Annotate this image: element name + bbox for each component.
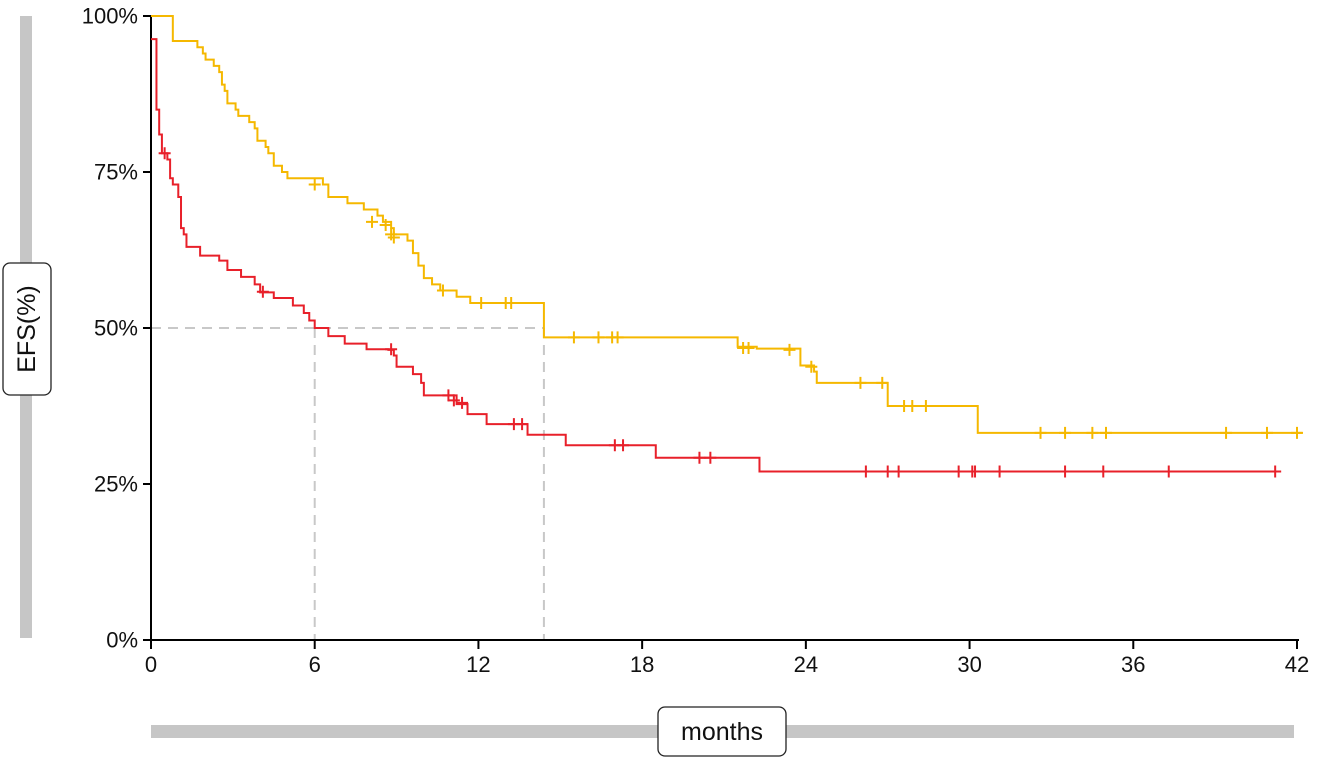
- censor-mark: [387, 231, 400, 244]
- censor-mark: [1260, 426, 1273, 439]
- y-tick-label: 50%: [94, 316, 138, 341]
- x-tick-label: 12: [466, 652, 490, 677]
- y-tick-label: 75%: [94, 160, 138, 185]
- series-line: [151, 15, 1303, 434]
- censor-mark: [1269, 465, 1282, 478]
- censor-mark: [567, 331, 580, 344]
- censor-mark: [447, 394, 460, 407]
- x-tick-label: 42: [1285, 652, 1309, 677]
- censor-mark: [854, 376, 867, 389]
- x-tick-label: 6: [309, 652, 321, 677]
- censor-mark: [693, 451, 706, 464]
- censor-mark: [436, 284, 449, 297]
- censor-mark: [256, 285, 269, 298]
- censor-mark: [1097, 465, 1110, 478]
- censor-mark: [456, 396, 469, 409]
- censor-mark: [1059, 465, 1072, 478]
- censor-mark: [859, 465, 872, 478]
- censor-mark: [783, 343, 796, 356]
- censor-mark: [919, 400, 932, 412]
- censor-mark: [1100, 426, 1112, 439]
- censor-mark: [385, 343, 398, 356]
- series-layer: [151, 15, 1303, 478]
- censor-mark: [592, 331, 605, 344]
- censor-mark: [805, 360, 818, 373]
- censor-mark: [611, 331, 624, 344]
- censor-mark: [906, 400, 919, 412]
- censor-mark: [1034, 426, 1047, 439]
- series-2: [151, 38, 1282, 478]
- censor-mark: [475, 297, 488, 310]
- censor-mark: [308, 178, 321, 191]
- x-tick-label: 24: [794, 652, 818, 677]
- censor-mark: [1086, 426, 1099, 439]
- censor-mark: [1220, 426, 1233, 439]
- censor-mark: [379, 219, 392, 232]
- y-axis-label: EFS(%): [13, 285, 41, 373]
- censor-mark: [742, 341, 755, 354]
- x-axis-title: months: [657, 706, 787, 757]
- censor-mark: [704, 451, 717, 464]
- censor-mark: [881, 465, 894, 478]
- censor-mark: [1291, 426, 1303, 439]
- series-1: [151, 15, 1303, 439]
- censor-mark: [952, 465, 965, 478]
- x-tick-label: 30: [957, 652, 981, 677]
- x-axis-label: months: [681, 718, 763, 746]
- x-tick-label: 0: [145, 652, 157, 677]
- y-tick-label: 25%: [94, 472, 138, 497]
- censor-mark: [892, 465, 905, 478]
- axes: 0% 25% 50% 75% 100% 0 6 12 18 24 30 36 42: [82, 4, 1310, 678]
- censor-mark: [366, 215, 379, 228]
- y-axis-title: EFS(%): [2, 262, 52, 396]
- censor-mark: [505, 297, 518, 310]
- censor-mark: [1059, 426, 1072, 439]
- x-tick-label: 36: [1121, 652, 1145, 677]
- censor-mark: [516, 418, 529, 431]
- censor-mark: [385, 228, 398, 241]
- censor-mark: [1162, 465, 1175, 478]
- censor-mark: [876, 376, 889, 389]
- censor-mark: [158, 147, 171, 160]
- censor-mark: [993, 465, 1006, 478]
- censor-mark: [617, 439, 630, 452]
- series-line: [151, 38, 1281, 473]
- censor-mark: [969, 465, 982, 478]
- y-tick-label: 100%: [82, 4, 138, 29]
- x-tick-label: 18: [630, 652, 654, 677]
- y-tick-label: 0%: [106, 628, 138, 653]
- median-reference-lines: [151, 327, 545, 640]
